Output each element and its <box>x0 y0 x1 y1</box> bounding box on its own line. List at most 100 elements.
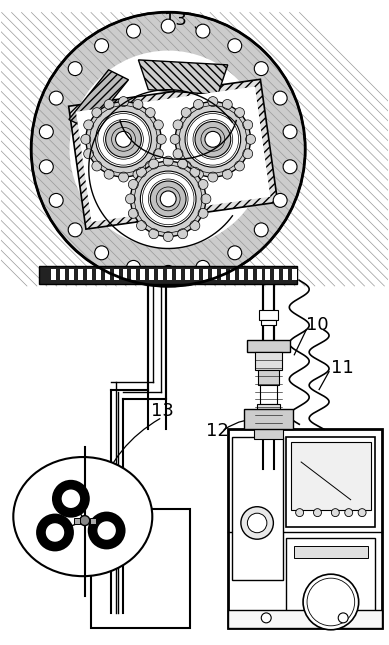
Bar <box>176 270 181 281</box>
Circle shape <box>235 108 245 117</box>
Circle shape <box>208 172 218 182</box>
Circle shape <box>243 120 253 130</box>
Circle shape <box>145 161 155 171</box>
Circle shape <box>254 223 268 237</box>
Circle shape <box>137 221 147 230</box>
Bar <box>69 270 74 281</box>
Circle shape <box>247 513 267 533</box>
Bar <box>158 270 163 281</box>
Bar <box>149 270 154 281</box>
Circle shape <box>163 232 173 242</box>
Bar <box>105 270 110 281</box>
Circle shape <box>198 208 208 218</box>
Bar <box>294 546 368 559</box>
Circle shape <box>119 172 128 182</box>
Circle shape <box>37 515 73 550</box>
Bar <box>244 410 293 429</box>
Circle shape <box>68 223 82 237</box>
Circle shape <box>173 120 183 130</box>
Circle shape <box>133 99 143 110</box>
Circle shape <box>196 24 210 38</box>
Bar <box>74 517 80 524</box>
Circle shape <box>173 149 183 159</box>
Circle shape <box>153 120 163 130</box>
Circle shape <box>296 509 303 517</box>
Circle shape <box>161 265 175 279</box>
Bar <box>247 340 290 352</box>
Circle shape <box>39 160 53 174</box>
Circle shape <box>201 194 211 204</box>
Circle shape <box>95 246 109 260</box>
Polygon shape <box>138 60 228 95</box>
Circle shape <box>81 134 91 144</box>
Circle shape <box>273 91 287 105</box>
Circle shape <box>68 62 82 75</box>
Circle shape <box>161 19 175 33</box>
Bar <box>60 270 65 281</box>
Circle shape <box>137 167 147 177</box>
Bar <box>292 270 297 281</box>
Circle shape <box>283 124 297 139</box>
Bar <box>258 370 279 384</box>
Circle shape <box>190 167 200 177</box>
Circle shape <box>314 509 321 517</box>
Circle shape <box>181 108 191 117</box>
Circle shape <box>149 229 159 239</box>
Circle shape <box>205 132 221 147</box>
Polygon shape <box>68 79 278 229</box>
Circle shape <box>223 99 232 110</box>
Circle shape <box>193 169 203 179</box>
Circle shape <box>228 39 242 53</box>
Circle shape <box>243 149 253 159</box>
Circle shape <box>175 102 251 177</box>
Bar <box>123 270 128 281</box>
Circle shape <box>190 221 200 230</box>
Bar <box>203 270 208 281</box>
Circle shape <box>126 261 140 274</box>
Circle shape <box>181 161 191 171</box>
Circle shape <box>119 97 128 106</box>
Circle shape <box>150 181 186 217</box>
Circle shape <box>193 99 203 110</box>
Circle shape <box>126 24 140 38</box>
Circle shape <box>39 124 53 139</box>
Bar <box>221 270 226 281</box>
Bar <box>228 429 382 628</box>
Bar <box>90 517 96 524</box>
Bar <box>131 270 137 281</box>
Bar <box>274 270 279 281</box>
Circle shape <box>84 120 94 130</box>
Bar <box>286 437 375 526</box>
Circle shape <box>145 108 155 117</box>
Circle shape <box>198 179 208 190</box>
Circle shape <box>338 613 348 623</box>
Ellipse shape <box>13 457 152 576</box>
Circle shape <box>80 515 90 526</box>
Circle shape <box>128 179 138 190</box>
Bar <box>51 270 56 281</box>
Circle shape <box>331 509 339 517</box>
Circle shape <box>185 112 241 167</box>
Bar <box>259 384 277 404</box>
Circle shape <box>106 121 141 157</box>
Bar <box>194 270 199 281</box>
Circle shape <box>133 169 143 179</box>
Circle shape <box>241 507 273 539</box>
Circle shape <box>92 108 102 117</box>
Circle shape <box>128 208 138 218</box>
Circle shape <box>170 134 180 144</box>
Circle shape <box>149 159 159 169</box>
Bar <box>87 270 92 281</box>
Circle shape <box>84 149 94 159</box>
Circle shape <box>97 521 117 541</box>
Circle shape <box>223 169 232 179</box>
Circle shape <box>153 149 163 159</box>
Circle shape <box>126 194 135 204</box>
Text: 13: 13 <box>164 11 187 29</box>
Bar <box>212 270 217 281</box>
Circle shape <box>89 513 124 548</box>
Bar <box>228 610 382 628</box>
Circle shape <box>61 489 81 509</box>
Circle shape <box>303 574 359 630</box>
Circle shape <box>49 194 63 207</box>
